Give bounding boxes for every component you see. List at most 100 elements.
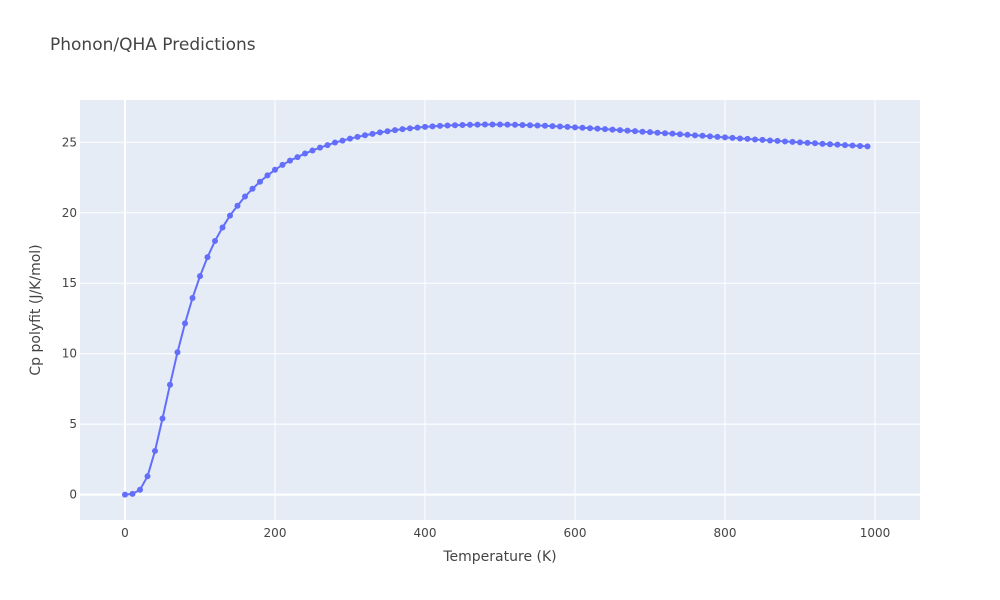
data-point <box>707 133 713 140</box>
x-tick-label: 800 <box>714 526 737 540</box>
data-point <box>467 121 473 128</box>
data-point <box>654 129 661 136</box>
data-point <box>377 129 383 136</box>
data-point <box>572 124 578 131</box>
data-point <box>684 131 691 138</box>
y-tick-label: 10 <box>62 347 77 361</box>
data-point <box>489 121 496 128</box>
data-point <box>129 490 136 497</box>
data-point <box>272 166 278 173</box>
data-point <box>782 138 788 145</box>
data-point <box>549 123 556 130</box>
y-axis-ticks: 0 5 10 15 20 25 <box>62 135 77 501</box>
data-point <box>534 122 541 129</box>
data-point <box>144 473 151 480</box>
x-axis-ticks: 0 200 400 600 800 1000 <box>121 526 890 540</box>
data-point <box>579 124 586 131</box>
data-point <box>767 137 773 144</box>
data-point <box>797 139 803 146</box>
data-point <box>249 185 256 192</box>
data-point <box>677 131 683 138</box>
plot-background <box>80 100 920 520</box>
data-point <box>504 121 511 128</box>
data-point <box>557 123 563 130</box>
data-point <box>257 178 263 185</box>
data-point <box>624 127 631 134</box>
data-point <box>444 122 451 129</box>
data-point <box>302 150 308 157</box>
data-point <box>174 349 181 356</box>
data-points <box>122 121 871 498</box>
data-point <box>414 124 421 131</box>
data-point <box>324 142 331 149</box>
data-point <box>564 123 571 130</box>
data-point <box>182 320 188 327</box>
data-point <box>692 132 698 139</box>
data-point <box>662 130 668 137</box>
data-point <box>512 121 518 128</box>
data-point <box>287 157 293 164</box>
data-point <box>362 132 368 139</box>
x-axis-label: Temperature (K) <box>442 549 556 565</box>
data-point <box>459 121 466 128</box>
data-point <box>227 212 233 219</box>
data-point <box>789 138 796 145</box>
data-point <box>542 122 548 129</box>
y-tick-label: 20 <box>62 206 77 220</box>
data-point <box>602 126 608 133</box>
data-point <box>294 154 301 161</box>
data-point <box>864 143 871 150</box>
chart-title: Phonon/QHA Predictions <box>50 35 256 55</box>
data-point <box>699 132 706 139</box>
data-point <box>212 237 218 244</box>
data-point <box>452 122 458 129</box>
data-point <box>159 415 166 422</box>
data-point <box>189 295 196 302</box>
data-point <box>122 491 128 498</box>
data-point <box>759 136 766 143</box>
x-tick-label: 1000 <box>860 526 891 540</box>
data-point <box>437 122 443 129</box>
data-point <box>527 122 533 129</box>
x-tick-label: 400 <box>414 526 437 540</box>
series-line <box>124 123 868 496</box>
data-point <box>804 139 811 146</box>
data-point <box>722 134 728 141</box>
data-point <box>309 147 316 154</box>
data-point <box>482 121 488 128</box>
data-point <box>384 128 391 135</box>
data-point <box>497 121 503 128</box>
data-point <box>857 142 863 149</box>
data-point <box>647 129 653 136</box>
data-point <box>407 125 413 132</box>
x-tick-label: 600 <box>564 526 587 540</box>
data-point <box>609 126 616 133</box>
y-axis-label: Cp polyfit (J/K/mol) <box>28 244 44 375</box>
data-point <box>774 137 781 144</box>
data-point <box>834 141 841 148</box>
data-point <box>617 127 623 134</box>
data-point <box>204 254 211 261</box>
data-point <box>219 224 226 231</box>
data-point <box>729 134 736 141</box>
data-point <box>812 140 818 147</box>
data-point <box>842 142 848 149</box>
data-point <box>392 127 398 134</box>
data-point <box>744 135 751 142</box>
data-point <box>399 126 406 133</box>
data-point <box>849 142 856 149</box>
data-point <box>422 123 428 130</box>
x-tick-label: 0 <box>121 526 129 540</box>
data-point <box>737 135 743 142</box>
data-point <box>137 486 143 493</box>
data-point <box>639 128 646 135</box>
data-point <box>264 172 271 179</box>
data-point <box>242 193 248 200</box>
data-point <box>519 121 526 128</box>
y-tick-label: 25 <box>62 135 77 149</box>
y-tick-label: 5 <box>69 417 77 431</box>
data-point <box>354 133 361 140</box>
data-point <box>752 136 758 143</box>
data-point <box>474 121 481 128</box>
